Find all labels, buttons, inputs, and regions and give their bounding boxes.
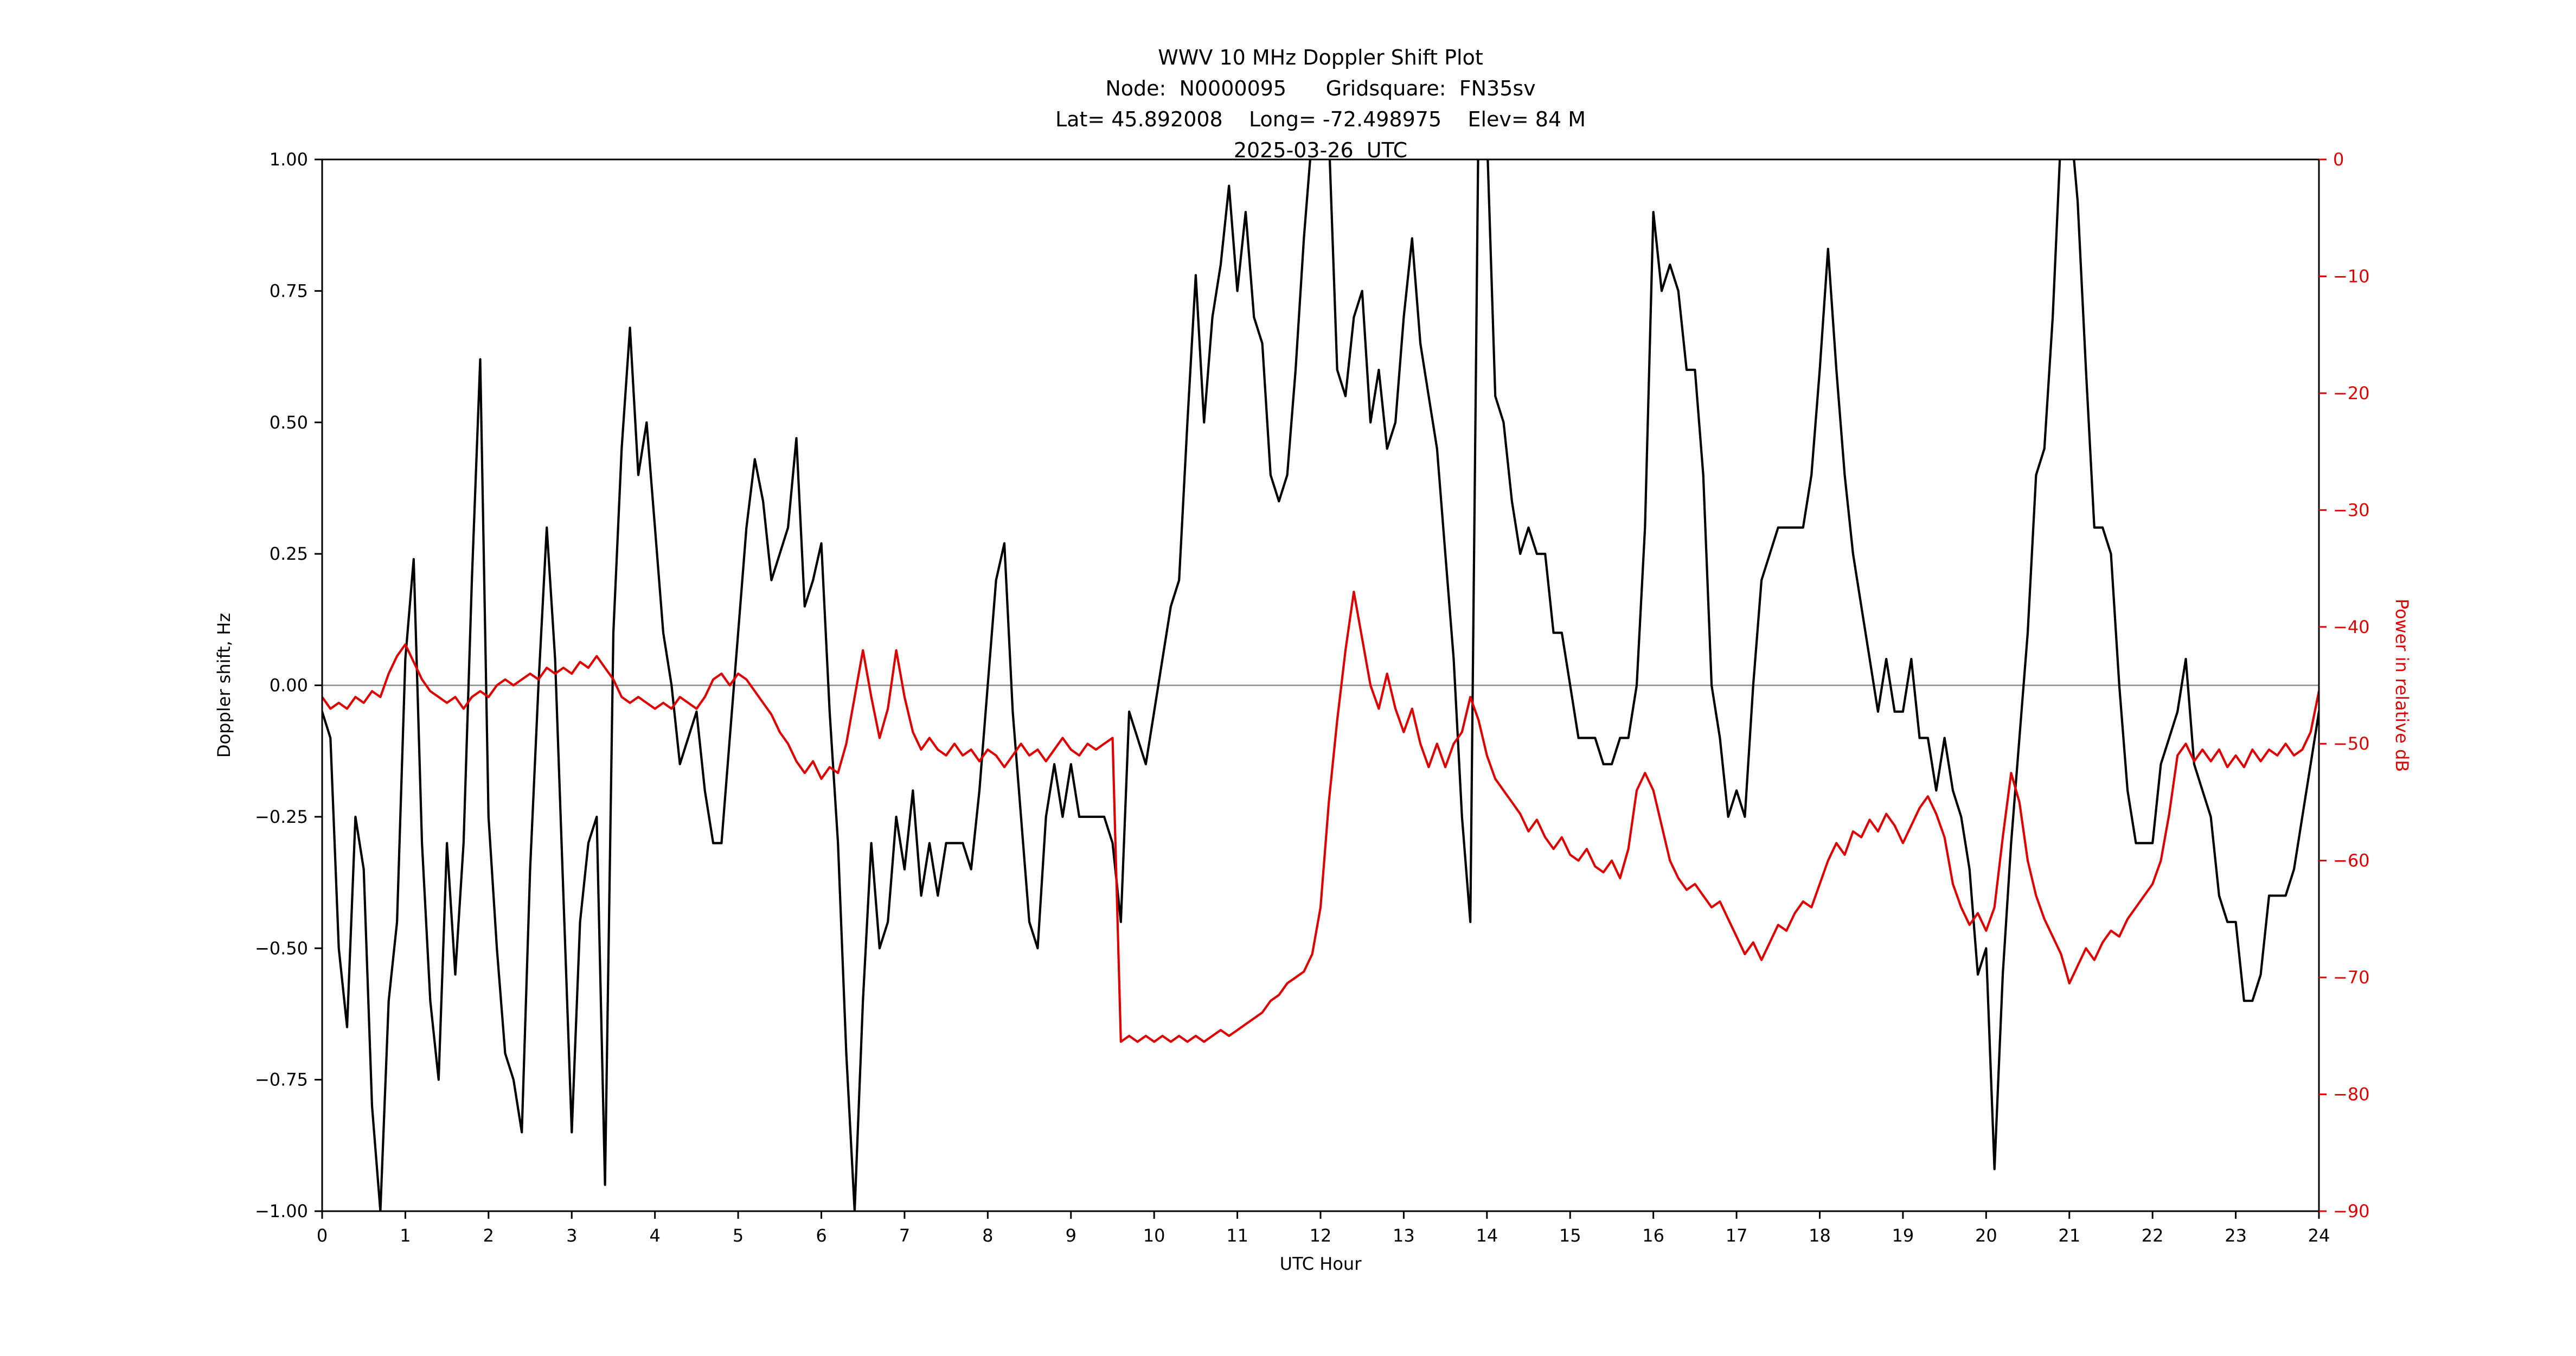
y-left-tick-label: −0.25 <box>255 807 308 827</box>
x-tick-label: 16 <box>1642 1225 1664 1246</box>
y-left-tick-label: 0.25 <box>270 543 308 564</box>
x-tick-label: 10 <box>1143 1225 1165 1246</box>
series-power_relative_db <box>322 590 2319 1043</box>
x-tick-label: 11 <box>1226 1225 1248 1246</box>
y-right-tick-label: −10 <box>2333 266 2370 286</box>
y-right-tick-label: −90 <box>2333 1201 2370 1221</box>
y-right-tick-label: −20 <box>2333 383 2370 404</box>
x-tick-label: 13 <box>1393 1225 1415 1246</box>
series-doppler_shift_hz <box>322 159 2319 1211</box>
y-left-tick-label: 0.00 <box>270 675 308 696</box>
x-tick-label: 7 <box>899 1225 910 1246</box>
x-tick-label: 8 <box>982 1225 993 1246</box>
plot-title-block: WWV 10 MHz Doppler Shift Plot Node: N000… <box>322 42 2319 166</box>
x-tick-label: 20 <box>1975 1225 1997 1246</box>
plot-subtitle-date: 2025-03-26 UTC <box>1233 138 1408 162</box>
x-tick-label: 23 <box>2225 1225 2247 1246</box>
x-tick-label: 9 <box>1066 1225 1076 1246</box>
x-tick-label: 4 <box>649 1225 660 1246</box>
x-tick-label: 2 <box>483 1225 494 1246</box>
y-left-tick-label: −1.00 <box>255 1201 308 1221</box>
x-tick-label: 24 <box>2308 1225 2330 1246</box>
y-right-tick-label: −60 <box>2333 850 2370 871</box>
x-tick-label: 5 <box>733 1225 744 1246</box>
plot-subtitle-node-gridsquare: Node: N0000095 Gridsquare: FN35sv <box>1105 76 1536 100</box>
plot-title: WWV 10 MHz Doppler Shift Plot <box>1158 46 1483 69</box>
y-left-tick-label: 1.00 <box>270 149 308 170</box>
y-right-tick-label: −40 <box>2333 617 2370 637</box>
plot-subtitle-lat-long-elev: Lat= 45.892008 Long= -72.498975 Elev= 84… <box>1055 107 1586 131</box>
x-axis-label: UTC Hour <box>1280 1253 1362 1274</box>
x-tick-label: 14 <box>1476 1225 1498 1246</box>
x-tick-label: 3 <box>566 1225 577 1246</box>
y-left-axis-label: Doppler shift, Hz <box>214 613 234 758</box>
y-left-tick-label: 0.50 <box>270 412 308 433</box>
x-tick-label: 22 <box>2142 1225 2164 1246</box>
x-tick-label: 12 <box>1310 1225 1332 1246</box>
x-tick-label: 21 <box>2058 1225 2080 1246</box>
y-right-tick-label: −80 <box>2333 1084 2370 1105</box>
x-tick-label: 6 <box>816 1225 826 1246</box>
y-right-tick-label: −30 <box>2333 500 2370 520</box>
x-tick-label: 1 <box>400 1225 411 1246</box>
x-tick-label: 19 <box>1892 1225 1914 1246</box>
y-right-tick-label: −70 <box>2333 967 2370 988</box>
y-right-tick-label: 0 <box>2333 149 2344 170</box>
y-right-axis-label: Power in relative dB <box>2392 599 2412 772</box>
x-tick-label: 15 <box>1559 1225 1581 1246</box>
x-tick-label: 17 <box>1726 1225 1748 1246</box>
y-right-tick-label: −50 <box>2333 733 2370 754</box>
x-tick-label: 0 <box>317 1225 328 1246</box>
x-tick-label: 18 <box>1809 1225 1831 1246</box>
y-left-tick-label: −0.75 <box>255 1070 308 1090</box>
y-left-tick-label: 0.75 <box>270 280 308 301</box>
y-left-tick-label: −0.50 <box>255 938 308 958</box>
